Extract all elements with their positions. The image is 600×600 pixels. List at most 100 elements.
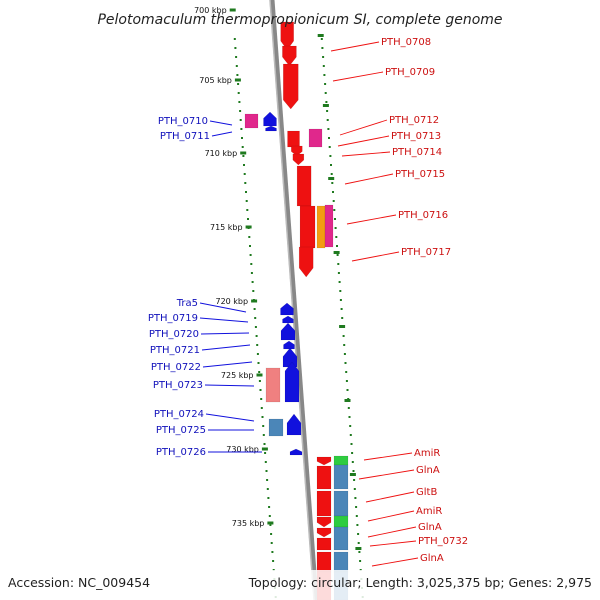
track-dot-right [337,263,340,265]
track-dot-right [352,470,355,472]
track-dot-left [243,164,245,166]
gene-label-left[interactable]: PTH_0711 [160,131,210,142]
track-dot-left [260,398,263,400]
label-connector-right [339,119,388,136]
gene-arrow-forward [316,527,332,538]
gene-label-left[interactable]: PTH_0725 [156,425,206,436]
track-dot-left [235,56,238,58]
track-dot-left [262,434,265,436]
gene-label-left[interactable]: PTH_0724 [154,409,204,420]
gene-label-left[interactable]: PTH_0722 [151,362,201,373]
gene-label-right[interactable]: PTH_0708 [381,37,431,48]
gene-label-right[interactable]: PTH_0712 [389,115,439,126]
gene-label-left[interactable]: PTH_0723 [153,380,203,391]
track-dot-right [355,515,358,517]
track-dot-left [252,290,255,292]
tick-mark [267,521,274,525]
track-dot-left [266,488,269,490]
gene-label-right[interactable]: AmiR [416,506,442,517]
genome-axis-highlight [269,0,315,600]
label-connector-right [358,469,415,480]
track-dot-right [328,146,331,148]
gene-label-right[interactable]: AmiR [414,448,440,459]
tick-mark [256,373,263,377]
gene-label-right[interactable]: GlnA [416,465,440,476]
gene-label-left[interactable]: PTH_0710 [158,116,208,127]
track-dot-left [235,65,238,67]
gene-label-right[interactable]: PTH_0717 [401,247,451,258]
gene-arrow-forward [316,456,332,466]
gene-label-right[interactable]: PTH_0732 [418,536,468,547]
gene-arrow-reverse [284,361,300,403]
gene-box-forward [299,205,316,249]
gene-label-right[interactable]: GltB [416,487,437,498]
track-dot-right [354,497,357,499]
track-dot-left [239,119,242,121]
gene-label-left[interactable]: PTH_0720 [149,329,199,340]
track-dot-right [342,335,345,337]
label-connector-right [365,491,415,503]
track-dot-left [256,344,259,346]
gene-arrow-forward [291,145,303,157]
gene-label-left[interactable]: PTH_0726 [156,447,206,458]
gene-label-right[interactable]: PTH_0715 [395,169,445,180]
track-dot-right [326,110,329,112]
gene-label-right[interactable]: PTH_0709 [385,67,435,78]
gene-label-right[interactable]: PTH_0714 [392,147,442,158]
gene-label-left[interactable]: Tra5 [176,298,198,309]
gene-box-forward [316,537,332,551]
label-connector-left [204,384,255,387]
tick-mark-right [355,547,362,550]
gene-box-forward [296,165,312,207]
track-dot-right [358,551,361,553]
tick-mark [240,151,247,155]
tick-mark-right [328,177,335,180]
label-connectors [199,41,419,567]
label-connector-right [367,526,417,538]
label-connector-left [199,302,247,313]
tick-mark [234,78,241,82]
track-dot-right [322,65,325,67]
gene-label-right[interactable]: PTH_0716 [398,210,448,221]
track-dot-right [332,200,335,202]
track-dot-left [240,128,243,130]
gene-box-steel [333,551,349,573]
track-dot-right [339,290,342,292]
label-connector-left [209,120,233,126]
track-dot-left [260,407,263,409]
tick-label: 730 kbp [226,445,259,454]
gene-label-left[interactable]: PTH_0721 [150,345,200,356]
track-dot-left [243,173,246,175]
track-dot-left [258,380,261,382]
gene-box-steel [268,418,284,437]
gene-label-left[interactable]: PTH_0719 [148,313,198,324]
gene-box-forward [316,465,332,490]
gene-label-right[interactable]: PTH_0713 [391,131,441,142]
gene-box-green [333,515,349,528]
track-dot-left [245,191,247,193]
track-dot-right [329,155,332,157]
tick-label: 700 kbp [194,6,227,15]
gene-box-salmon [265,367,281,403]
track-dot-left [269,524,272,526]
label-connector-right [369,540,417,547]
track-dot-right [324,92,327,94]
track-dot-left [251,281,254,283]
label-connector-left [200,332,250,335]
track-dot-right [341,317,344,319]
track-dot-right [333,209,336,211]
gene-label-right[interactable]: GlnA [420,553,444,564]
track-dot-right [350,443,353,445]
track-dot-left [239,110,242,112]
track-dot-left [253,308,256,310]
gene-box-orange [316,205,326,249]
track-dot-left [250,263,253,265]
tick-mark-right [333,251,340,254]
genome-axis-line [269,0,319,600]
gene-box-forward [316,551,332,573]
gene-label-right[interactable]: GlnA [418,522,442,533]
label-connector-right [346,214,397,225]
gene-arrow-forward [282,45,297,67]
track-dot-left [248,236,251,238]
gene-arrow-reverse [280,322,296,341]
